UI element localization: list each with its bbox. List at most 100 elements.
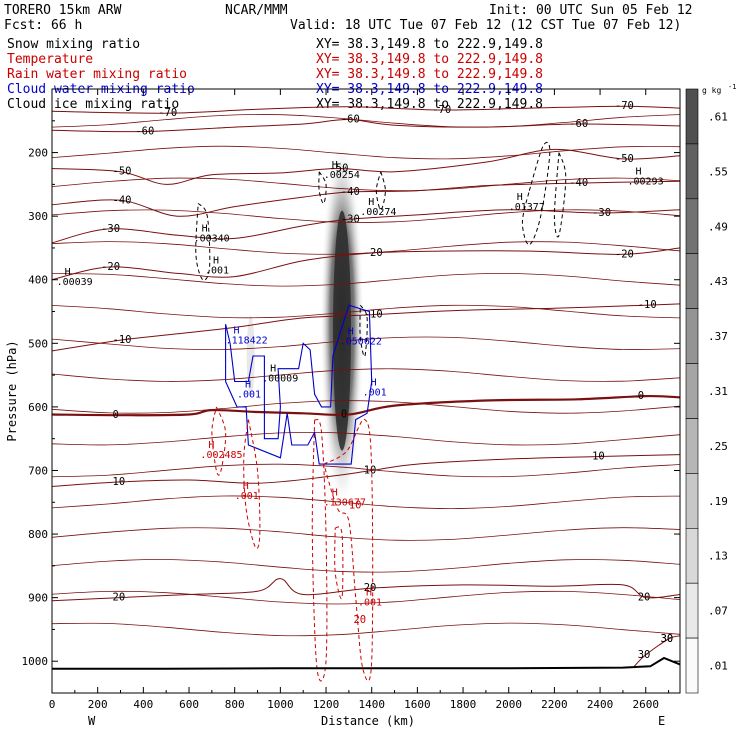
temperature-contour-line [52, 247, 680, 281]
colorbar-label: .13 [708, 550, 728, 563]
temperature-contour-line [52, 118, 680, 133]
colorbar-segment [685, 143, 699, 200]
temperature-contour-label: -20 [615, 248, 634, 260]
temperature-contour-label: 10 [113, 476, 126, 488]
temperature-contour-label: -70 [615, 100, 634, 112]
max-marker: H [371, 377, 377, 388]
temperature-contour-line [52, 303, 680, 352]
x-tick-label: 800 [225, 698, 245, 711]
cloud-ice-contours [195, 141, 567, 357]
temperature-contour-line-minor [52, 559, 680, 573]
forecast-hour: Fcst: 66 h [4, 18, 82, 33]
snow-max [333, 210, 352, 451]
temperature-contour-line [633, 635, 680, 667]
temperature-contour-label: -10 [638, 299, 657, 311]
x-tick-label: 1400 [358, 698, 385, 711]
field-legend: Snow mixing ratio XY= 38.3,149.8 to 222.9… [7, 37, 543, 112]
colorbar-label: .55 [708, 165, 728, 178]
temperature-contour-line-minor [52, 527, 680, 541]
temperature-contour-line-minor [52, 622, 680, 637]
max-value-label: .00274 [360, 207, 396, 218]
temperature-contour-line [52, 209, 680, 244]
rain-water-contour [334, 526, 344, 600]
y-tick-label: 700 [28, 464, 48, 477]
x-tick-label: 2200 [541, 698, 568, 711]
temperature-contour-line [52, 148, 680, 185]
temperature-contour-label: -30 [101, 223, 120, 235]
temperature-contour-label: -60 [135, 126, 154, 138]
max-marker: H [332, 487, 338, 498]
temperature-contour-line-minor [52, 241, 680, 255]
y-tick-label: 1000 [22, 655, 49, 668]
cloud-ice-contour [318, 171, 327, 204]
cloud-ice-contour [195, 203, 211, 281]
temperature-contour-label: -50 [113, 166, 132, 178]
colorbar-label: .43 [708, 275, 728, 288]
temperature-contour-line-minor [52, 495, 680, 510]
temperature-contour-label: -60 [569, 118, 588, 130]
colorbar-label: .07 [708, 605, 728, 618]
snow-minor [246, 316, 255, 397]
y-tick-label: 800 [28, 528, 48, 541]
colorbar-segment [685, 582, 699, 639]
max-marker: H [243, 481, 249, 492]
y-tick-label: 200 [28, 147, 48, 160]
legend-field-name: Rain water mixing ratio [7, 67, 187, 82]
legend-field-xy: XY= 38.3,149.8 to 222.9,149.8 [316, 37, 543, 52]
x-axis-ticks: 0 200 400 600 800 1000 1200 1400 1600 1800 2000 220… [49, 89, 670, 711]
temperature-contour-line-minor [52, 590, 680, 605]
colorbar-segment [685, 253, 699, 309]
colorbar-segment [685, 198, 699, 255]
annotations: H.00039H.00340H.001H.00254H.00274H.01377… [57, 160, 664, 626]
colorbar-unit: g kg [702, 86, 721, 95]
temperature-contour-label: -30 [592, 207, 611, 219]
temperature-contour-label: 20 [638, 592, 651, 604]
max-value-label: .00039 [57, 277, 93, 288]
max-value-label: .00254 [324, 170, 360, 181]
cloud-ice-contour [375, 171, 386, 211]
max-value-label: .001 [237, 389, 261, 400]
colorbar: .61 .55 .49 .43 .37 .31 .25 .19 .13 .07 .01 g kg -1 [685, 83, 736, 694]
temperature-contour-label: -60 [341, 114, 360, 126]
max-value-label: .00293 [627, 176, 663, 187]
colorbar-segment [685, 418, 699, 474]
colorbar-segment [685, 473, 699, 529]
temperature-contour-label: -10 [113, 334, 132, 346]
temperature-contour-line-minor [52, 145, 680, 160]
rain-water-contour [311, 419, 328, 682]
temperature-contour-label: 10 [364, 464, 377, 476]
legend-field-name: Temperature [7, 52, 93, 67]
temperature-contour-line-minor [52, 336, 680, 351]
max-value-label: .00009 [262, 373, 298, 384]
colorbar-label: .61 [708, 111, 728, 124]
colorbar-label: .19 [708, 495, 728, 508]
temperature-contour-label: 0 [341, 409, 347, 421]
colorbar-label: .31 [708, 385, 728, 398]
max-value-label: .001 [358, 597, 382, 608]
rain-water-contours [211, 406, 374, 682]
max-value-label: .050622 [340, 337, 382, 348]
y-tick-label: 300 [28, 210, 48, 223]
legend-field-name: Snow mixing ratio [7, 37, 140, 52]
x-tick-label: 0 [49, 698, 56, 711]
temperature-contour-label: 30 [661, 633, 674, 645]
x-tick-label: 2600 [632, 698, 659, 711]
max-marker: H [234, 325, 240, 336]
temperature-contour-label: -40 [113, 194, 132, 206]
x-tick-label: 2000 [495, 698, 522, 711]
max-marker: H [332, 160, 338, 171]
max-value-label: .001 [363, 387, 387, 398]
legend-field-xy: XY= 38.3,149.8 to 222.9,149.8 [316, 52, 543, 67]
temperature-contour-line-minor [52, 400, 680, 414]
terrain-line [52, 656, 680, 670]
cloud-ice-contour [521, 141, 551, 246]
y-tick-label: 500 [28, 337, 48, 350]
colorbar-label: .25 [708, 440, 728, 453]
temperature-contours: -70 -70 -70 -60 -60 -60 -50 -50 -50 -40 -40 -40 -30 -… [52, 100, 680, 667]
max-value-label: .001 [235, 491, 259, 502]
x-axis-label: Distance (km) [321, 714, 415, 728]
valid-time: Valid: 18 UTC Tue 07 Feb 12 (12 CST Tue … [290, 18, 681, 33]
max-value-label: .002485 [200, 450, 242, 461]
